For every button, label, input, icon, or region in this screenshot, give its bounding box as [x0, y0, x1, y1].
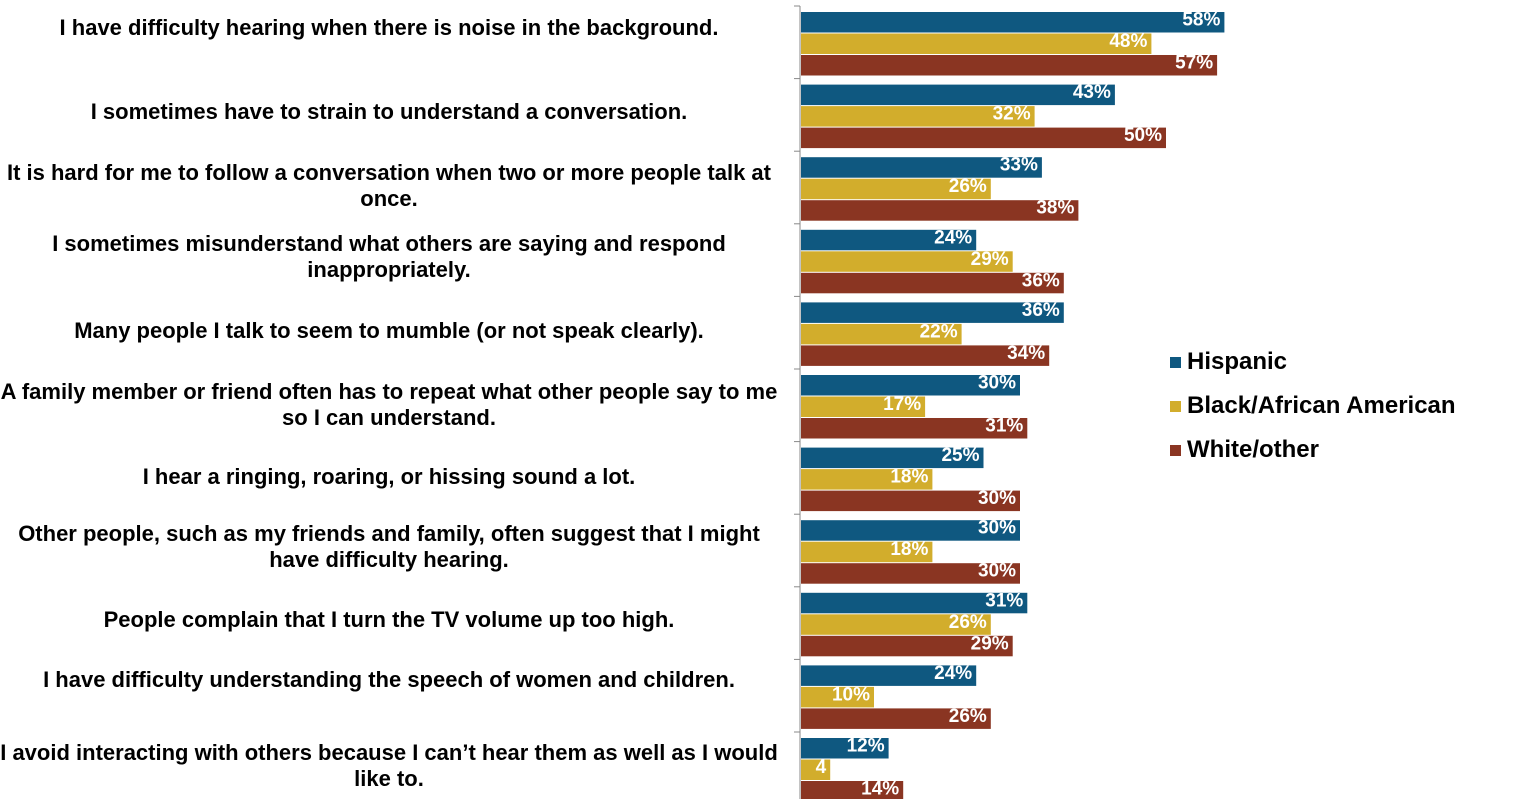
bar: [801, 12, 1225, 33]
data-label: 30%: [978, 518, 1016, 539]
legend-label-hispanic: Hispanic: [1187, 348, 1288, 375]
category-label: Many people I talk to seem to mumble (or…: [74, 318, 704, 343]
data-label: 26%: [949, 612, 987, 633]
legend-swatch-white-other: [1170, 444, 1181, 456]
bar: [801, 563, 1020, 584]
bar: [801, 708, 991, 729]
category-label: It is hard for me to follow a conversati…: [6, 160, 771, 211]
bar: [801, 490, 1020, 512]
legend-label-white-other: White/other: [1187, 436, 1319, 463]
bar: [801, 33, 1152, 54]
legend-item-white-other: White/other: [1170, 428, 1456, 472]
category-label: I avoid interacting with others because …: [0, 740, 778, 791]
bar: [801, 665, 977, 686]
data-label: 30%: [978, 373, 1016, 394]
data-label: 36%: [1022, 300, 1060, 321]
data-label: 24%: [934, 227, 972, 248]
data-label: 4: [816, 757, 827, 778]
bar: [801, 418, 1028, 439]
category-label: I hear a ringing, roaring, or hissing so…: [142, 464, 636, 489]
legend-swatch-hispanic: [1170, 356, 1181, 368]
bar: [801, 200, 1079, 221]
data-label: 29%: [971, 633, 1009, 654]
bar: [801, 592, 1028, 614]
data-label: 18%: [890, 467, 928, 488]
data-label: 26%: [949, 176, 987, 197]
bar: [801, 127, 1166, 149]
data-label: 32%: [993, 104, 1031, 125]
bar: [801, 84, 1115, 106]
category-label: People complain that I turn the TV volum…: [103, 607, 675, 632]
bar: [801, 781, 904, 799]
bar: [801, 396, 926, 417]
data-label: 18%: [890, 539, 928, 560]
category-label: I sometimes misunderstand what others ar…: [52, 231, 726, 282]
bar: [801, 614, 991, 635]
data-label: 22%: [920, 321, 958, 342]
bar: [801, 345, 1050, 366]
axis-layer: [794, 5, 801, 799]
bar: [801, 55, 1218, 76]
category-label: A family member or friend often has to r…: [0, 379, 778, 430]
value-labels-layer: 58% 43% 33% 24% 36% 30% 25% 30% 31% 24% 12% 48% 32% 2…: [816, 10, 1221, 799]
legend-item-hispanic: Hispanic: [1170, 340, 1456, 384]
data-label: 33%: [1000, 155, 1038, 176]
bar: [801, 686, 874, 708]
data-label: 50%: [1124, 125, 1162, 146]
data-label: 12%: [847, 736, 885, 757]
data-label: 14%: [861, 779, 899, 799]
bar: [801, 447, 984, 469]
data-label: 30%: [978, 488, 1016, 509]
data-label: 34%: [1007, 343, 1045, 364]
data-label: 31%: [985, 590, 1023, 611]
data-label: 17%: [883, 394, 921, 415]
bar: [801, 759, 831, 780]
data-label: 48%: [1109, 31, 1147, 52]
bars-layer: [801, 12, 1225, 799]
bar: [801, 106, 1035, 127]
bar: [801, 469, 933, 490]
data-label: 43%: [1073, 82, 1111, 103]
data-label: 38%: [1036, 198, 1074, 219]
legend-item-black-african-american: Black/African American: [1170, 384, 1456, 428]
data-label: 29%: [971, 249, 1009, 270]
data-label: 26%: [949, 706, 987, 727]
data-label: 36%: [1022, 270, 1060, 291]
bar: [801, 738, 889, 759]
data-label: 30%: [978, 561, 1016, 582]
bar: [801, 251, 1013, 272]
category-label: I sometimes have to strain to understand…: [90, 99, 688, 124]
bar: [801, 272, 1064, 294]
category-label: I have difficulty hearing when there is …: [59, 15, 719, 40]
data-label: 57%: [1175, 53, 1213, 74]
bar: [801, 375, 1020, 396]
data-label: 31%: [985, 416, 1023, 437]
legend-swatch-black-african-american: [1170, 400, 1181, 412]
data-label: 25%: [941, 445, 979, 466]
bar: [801, 635, 1013, 657]
category-label: I have difficulty understanding the spee…: [43, 667, 735, 692]
bar: [801, 323, 962, 345]
category-label: Other people, such as my friends and fam…: [18, 521, 760, 572]
bar: [801, 157, 1042, 178]
bar: [801, 541, 933, 563]
data-label: 58%: [1182, 10, 1220, 31]
legend: Hispanic Black/African American White/ot…: [1170, 340, 1456, 472]
bar: [801, 520, 1020, 541]
bar: [801, 178, 991, 200]
legend-label-black-african-american: Black/African American: [1187, 392, 1456, 419]
data-label: 10%: [832, 684, 870, 705]
data-label: 24%: [934, 663, 972, 684]
bar: [801, 229, 977, 251]
bar: [801, 302, 1064, 323]
